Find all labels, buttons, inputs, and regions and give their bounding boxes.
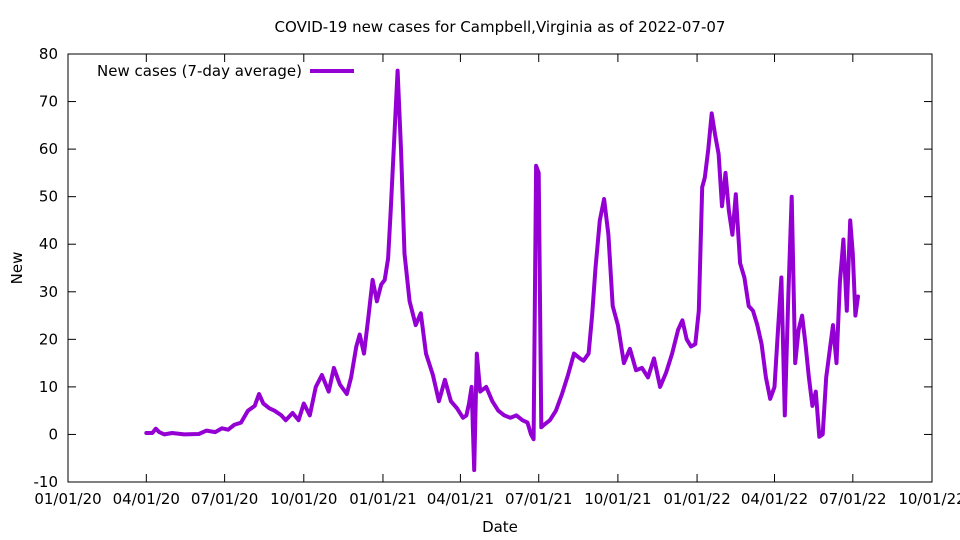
- x-tick-label: 01/01/22: [663, 490, 730, 508]
- y-tick-label: 80: [39, 45, 58, 63]
- y-axis-label: New: [8, 252, 26, 285]
- y-tick-label: 0: [48, 425, 58, 443]
- y-tick-label: 30: [39, 283, 58, 301]
- plot-frame: [67, 53, 933, 483]
- y-tick-label: 70: [39, 93, 58, 111]
- legend: New cases (7-day average): [97, 62, 354, 80]
- y-tick-label: 50: [39, 188, 58, 206]
- y-tick-label: 10: [39, 378, 58, 396]
- x-tick-label: 04/01/20: [113, 490, 180, 508]
- x-tick-label: 01/01/21: [349, 490, 416, 508]
- x-tick-label: 07/01/20: [191, 490, 258, 508]
- chart-title: COVID-19 new cases for Campbell,Virginia…: [275, 18, 726, 36]
- x-tick-label: 07/01/22: [819, 490, 886, 508]
- x-axis-ticks: 01/01/20 04/01/20 07/01/20 10/01/20 01/01/21…: [34, 54, 960, 508]
- x-tick-label: 04/01/21: [427, 490, 494, 508]
- y-tick-label: 60: [39, 140, 58, 158]
- x-axis-label: Date: [482, 518, 518, 536]
- series-line-new-cases: [144, 68, 860, 473]
- x-tick-label: 10/01/20: [270, 490, 337, 508]
- legend-label: New cases (7-day average): [97, 62, 302, 80]
- x-tick-label: 10/01/22: [898, 490, 960, 508]
- y-tick-label: 20: [39, 330, 58, 348]
- x-tick-label: 04/01/22: [741, 490, 808, 508]
- y-tick-label: 40: [39, 235, 58, 253]
- y-axis-ticks: -10 0 10 20 30 40 50 60 70 80: [34, 45, 932, 491]
- x-tick-label: 10/01/21: [584, 490, 651, 508]
- x-tick-label: 07/01/21: [505, 490, 572, 508]
- y-tick-label: -10: [34, 473, 59, 491]
- x-tick-label: 01/01/20: [34, 490, 101, 508]
